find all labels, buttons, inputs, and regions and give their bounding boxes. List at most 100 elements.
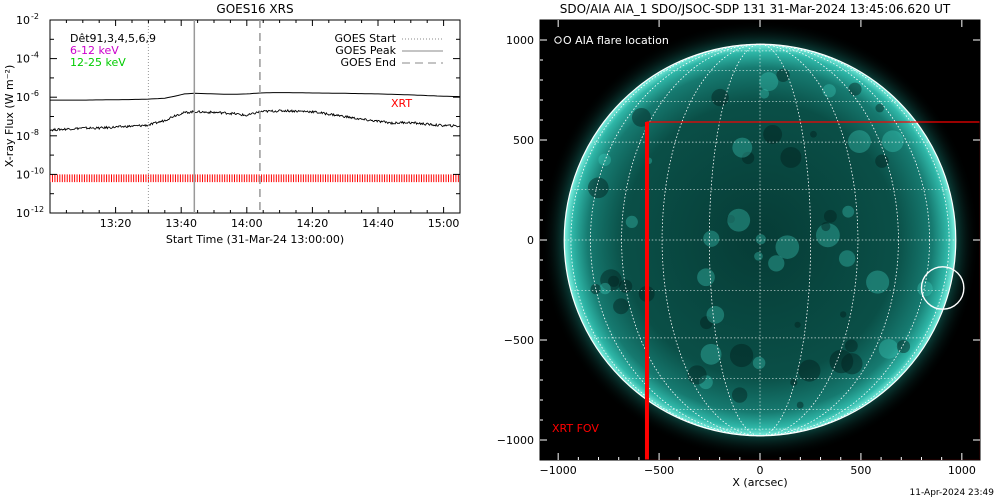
sun-disk-group <box>540 20 980 460</box>
energy-band-low-label: 6-12 keV <box>70 44 119 57</box>
disk-texture-patch <box>754 251 763 261</box>
disk-texture-patch <box>796 401 804 409</box>
goes-y-tick-label: 10 <box>16 168 30 181</box>
disk-texture-patch <box>840 311 847 318</box>
disk-texture-patch <box>618 279 633 293</box>
aia-y-tick-label: −1000 <box>497 434 534 447</box>
disk-texture-patch <box>731 387 748 403</box>
disk-texture-patch <box>711 88 729 107</box>
goes-x-tick-label: 13:40 <box>165 217 197 230</box>
disk-texture-patch <box>768 255 785 272</box>
disk-texture-patch <box>917 280 933 297</box>
disk-texture-patch <box>625 215 638 228</box>
disk-texture-patch <box>697 268 715 287</box>
disk-texture-patch <box>821 222 831 232</box>
goes-y-tick-exponent: -8 <box>31 128 39 137</box>
aia-x-tick-label: −500 <box>644 464 674 477</box>
limb-outline <box>563 43 957 437</box>
aia-x-tick-label: 1000 <box>948 464 976 477</box>
aia-y-tick-label: 500 <box>513 134 534 147</box>
disk-texture-patch <box>726 214 735 224</box>
disk-texture-patch <box>798 359 821 382</box>
goes-series-line-upper <box>50 92 460 101</box>
aia-title: SDO/AIA AIA_1 SDO/JSOC-SDP 131 31-Mar-20… <box>560 2 951 16</box>
goes-y-tick-exponent: -2 <box>31 12 39 21</box>
disk-texture-patch <box>727 208 751 232</box>
disk-texture-patch <box>706 306 725 324</box>
disk-texture-patch <box>700 316 713 330</box>
goes-y-tick-label: 10 <box>16 53 30 66</box>
disk-texture-patch <box>759 89 770 99</box>
detector-list: Dêt91,3,4,5,6,9 <box>70 32 156 45</box>
disk-texture-patch <box>608 275 620 287</box>
disk-texture-patch <box>815 223 840 248</box>
disk-texture-patch <box>845 339 858 353</box>
aia-overlays <box>554 36 980 460</box>
disk-texture-patch <box>732 137 753 158</box>
goes-x-axis-label: Start Time (31-Mar-24 13:00:00) <box>166 233 344 246</box>
disk-texture-patch <box>838 250 856 267</box>
disk-texture-patch <box>700 343 722 365</box>
disk-texture-patch <box>842 205 855 218</box>
disk-texture-patch <box>613 298 629 315</box>
legend-goes-peak-label: GOES Peak <box>335 44 396 57</box>
disk-texture-patch <box>780 146 802 168</box>
goes-axes: 13:20 13:40 14:00 14:20 14:40 15:0010-1210-10… <box>16 12 461 230</box>
aia-x-axis-label: X (arcsec) <box>732 476 787 489</box>
heliographic-grid <box>563 43 957 437</box>
disk-texture-patch <box>775 235 800 259</box>
goes-x-tick-label: 15:00 <box>428 217 460 230</box>
goes-y-tick-exponent: -12 <box>31 205 44 214</box>
disk-texture-patch <box>755 234 766 245</box>
goes-panel: GOES16 XRS 13:20 13:40 14:00 14:20 14:40 15:0… <box>3 2 461 246</box>
disk-texture-patch <box>703 230 720 247</box>
goes-x-tick-label: 14:00 <box>231 217 263 230</box>
disk-texture-patch <box>790 378 798 387</box>
aia-panel: SDO/AIA AIA_1 SDO/JSOC-SDP 131 31-Mar-20… <box>497 2 981 489</box>
disk-texture-patch <box>763 124 783 144</box>
energy-band-high-label: 12-25 keV <box>70 56 126 69</box>
flare-location-legend: O AIA flare location <box>563 34 669 47</box>
goes-y-tick-label: 10 <box>16 91 30 104</box>
disk-texture-patch <box>741 151 755 165</box>
goes-y-tick-label: 10 <box>16 14 30 27</box>
goes-y-axis-label: X-ray Flux (W m⁻²) <box>3 65 16 167</box>
aia-y-tick-label: 1000 <box>506 34 534 47</box>
goes-title: GOES16 XRS <box>216 2 293 16</box>
aia-y-tick-label: −500 <box>504 334 534 347</box>
goes-y-tick-exponent: -6 <box>31 89 39 98</box>
xrt-label: XRT <box>391 97 412 110</box>
disk-texture-patch <box>599 282 611 295</box>
disk-texture-patch <box>776 68 790 82</box>
disk-texture-patch <box>896 339 911 354</box>
goes-x-tick-label: 14:40 <box>362 217 394 230</box>
disk-texture-patch <box>878 339 899 359</box>
disk-texture-patch <box>875 103 885 113</box>
disk-texture-patch <box>866 270 890 294</box>
disk-texture-patch <box>598 153 611 167</box>
disk-texture-patch <box>587 177 609 199</box>
disk-texture-patch <box>752 356 766 370</box>
aia-x-tick-label: 0 <box>757 464 764 477</box>
legend-goes-end-label: GOES End <box>340 56 396 69</box>
footer-date: 11-Apr-2024 23:49 <box>910 488 995 498</box>
disk-texture-patch <box>794 321 801 328</box>
disk-texture-patch <box>822 84 836 98</box>
disk-texture-patch <box>729 343 754 368</box>
flare-legend-glyph <box>554 36 562 44</box>
goes-y-tick-label: 10 <box>16 130 30 143</box>
disk-texture-patch <box>823 209 837 223</box>
disk-texture-patch <box>848 82 862 96</box>
xrt-fov-label: XRT FOV <box>552 422 599 435</box>
aia-x-tick-label: −1000 <box>540 464 577 477</box>
disk-texture-patch <box>847 130 871 153</box>
disk-texture-patch <box>881 130 904 153</box>
aia-y-tick-label: 0 <box>527 234 534 247</box>
goes-plot-area <box>50 20 460 213</box>
goes-legend: GOES Start GOES Peak GOES End <box>335 32 443 69</box>
goes-x-tick-label: 13:20 <box>100 217 132 230</box>
goes-x-tick-label: 14:20 <box>297 217 329 230</box>
disk-texture-patch <box>841 353 863 375</box>
goes-y-tick-exponent: -4 <box>31 51 39 60</box>
